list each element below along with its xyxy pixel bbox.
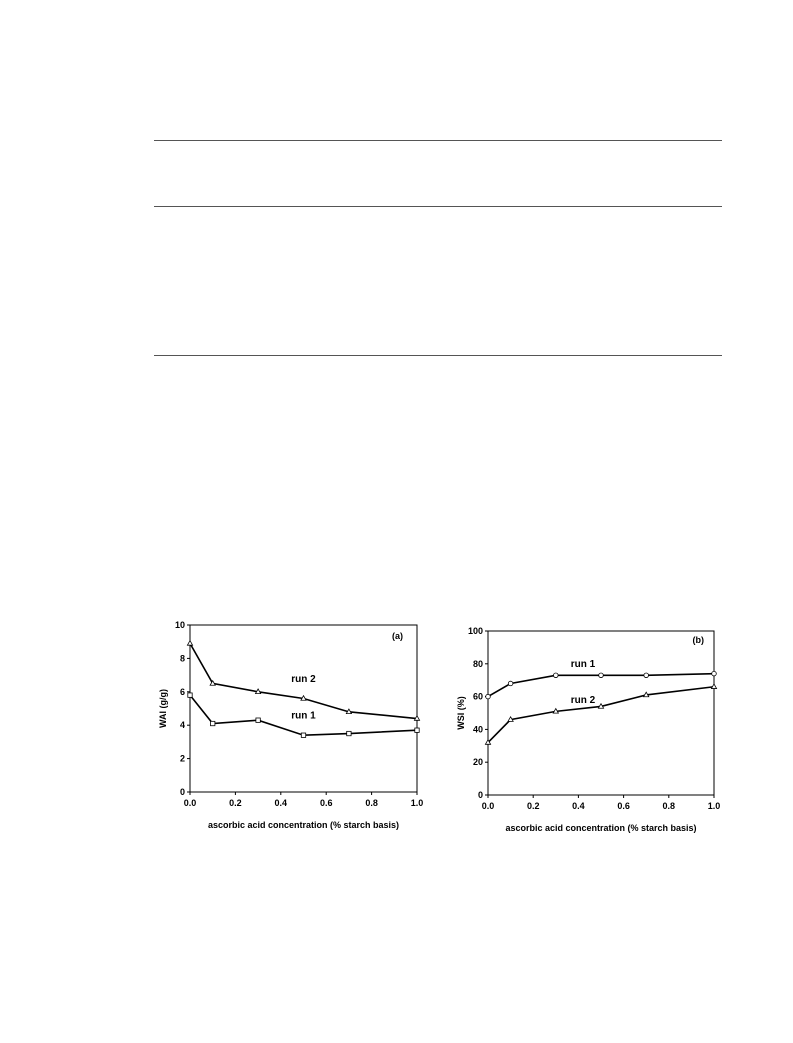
- data-point: [209, 679, 216, 686]
- y-tick-label: 100: [468, 626, 483, 636]
- data-point: [413, 714, 421, 721]
- series-line-run-1: [487, 672, 715, 698]
- data-point: [346, 730, 352, 737]
- data-point: [254, 688, 262, 694]
- y-tick-label: 6: [180, 687, 185, 697]
- table-header-rule: [154, 206, 722, 207]
- x-tick-label: 0.2: [229, 798, 242, 808]
- y-tick-label: 10: [175, 620, 185, 630]
- y-tick-label: 60: [473, 692, 483, 702]
- y-tick-label: 0: [478, 790, 483, 800]
- x-tick-label: 0.0: [184, 798, 197, 808]
- data-point: [300, 694, 307, 701]
- data-point: [710, 683, 718, 689]
- panel-label: (a): [392, 631, 403, 641]
- series-label: run 1: [571, 659, 596, 670]
- x-tick-label: 0.4: [275, 798, 288, 808]
- series-label: run 2: [291, 674, 316, 685]
- y-tick-label: 80: [473, 659, 483, 669]
- data-point: [484, 738, 492, 745]
- series-label: run 1: [291, 711, 316, 722]
- data-point: [255, 717, 261, 723]
- x-tick-label: 0.4: [572, 801, 585, 811]
- chart-wsi-svg: 0 20 40 60 80 100 0.0 0.2 0.4 0.6 0.8 1.0 ascorbic a…: [456, 626, 721, 833]
- chart-wsi: 0 20 40 60 80 100 0.0 0.2 0.4 0.6 0.8 1.0 ascorbic a…: [445, 620, 735, 842]
- series-line-run-1: [189, 694, 418, 737]
- x-tick-label: 0.6: [320, 798, 333, 808]
- data-point: [186, 639, 194, 646]
- data-point: [552, 707, 560, 714]
- data-point: [345, 708, 353, 715]
- data-point: [642, 691, 650, 698]
- data-point: [414, 727, 420, 733]
- panel-label: (b): [693, 635, 705, 645]
- chart-wai: 0 2 4 6 8 10 0.0 0.2 0.4 0.6 0.8 1.0 ascorbic acid c…: [150, 615, 430, 840]
- y-tick-label: 40: [473, 724, 483, 734]
- chart-wai-svg: 0 2 4 6 8 10 0.0 0.2 0.4 0.6 0.8 1.0 ascorbic acid c…: [158, 620, 424, 830]
- data-point: [507, 715, 514, 722]
- data-point: [711, 670, 717, 677]
- x-tick-label: 0.0: [482, 801, 495, 811]
- data-point: [553, 672, 559, 678]
- plot-frame: [487, 630, 715, 796]
- data-point: [187, 692, 193, 698]
- x-axis-title: ascorbic acid concentration (% starch ba…: [505, 823, 696, 833]
- series-label: run 2: [571, 695, 596, 706]
- table-bottom-rule: [154, 355, 722, 356]
- x-axis-title: ascorbic acid concentration (% starch ba…: [208, 820, 399, 830]
- y-tick-label: 2: [180, 754, 185, 764]
- y-axis-title: WSI (%): [456, 696, 466, 730]
- data-point: [598, 672, 604, 678]
- x-tick-label: 1.0: [708, 801, 721, 811]
- x-tick-label: 0.8: [365, 798, 378, 808]
- data-point: [485, 693, 491, 700]
- x-tick-label: 1.0: [411, 798, 424, 808]
- data-point: [300, 732, 307, 738]
- y-tick-label: 20: [473, 757, 483, 767]
- table-top-rule: [154, 140, 722, 141]
- y-tick-label: 8: [180, 653, 185, 663]
- data-point: [597, 702, 605, 709]
- data-point: [643, 672, 649, 678]
- x-tick-label: 0.2: [527, 801, 540, 811]
- x-tick-label: 0.6: [617, 801, 630, 811]
- series-line-run-2: [487, 685, 715, 744]
- data-point: [507, 680, 514, 687]
- series-line-run-2: [189, 642, 418, 720]
- y-tick-label: 4: [180, 720, 185, 730]
- plot-frame: [189, 624, 418, 793]
- x-tick-label: 0.8: [663, 801, 676, 811]
- y-tick-label: 0: [180, 787, 185, 797]
- data-point: [210, 720, 216, 727]
- y-axis-title: WAI (g/g): [158, 689, 168, 728]
